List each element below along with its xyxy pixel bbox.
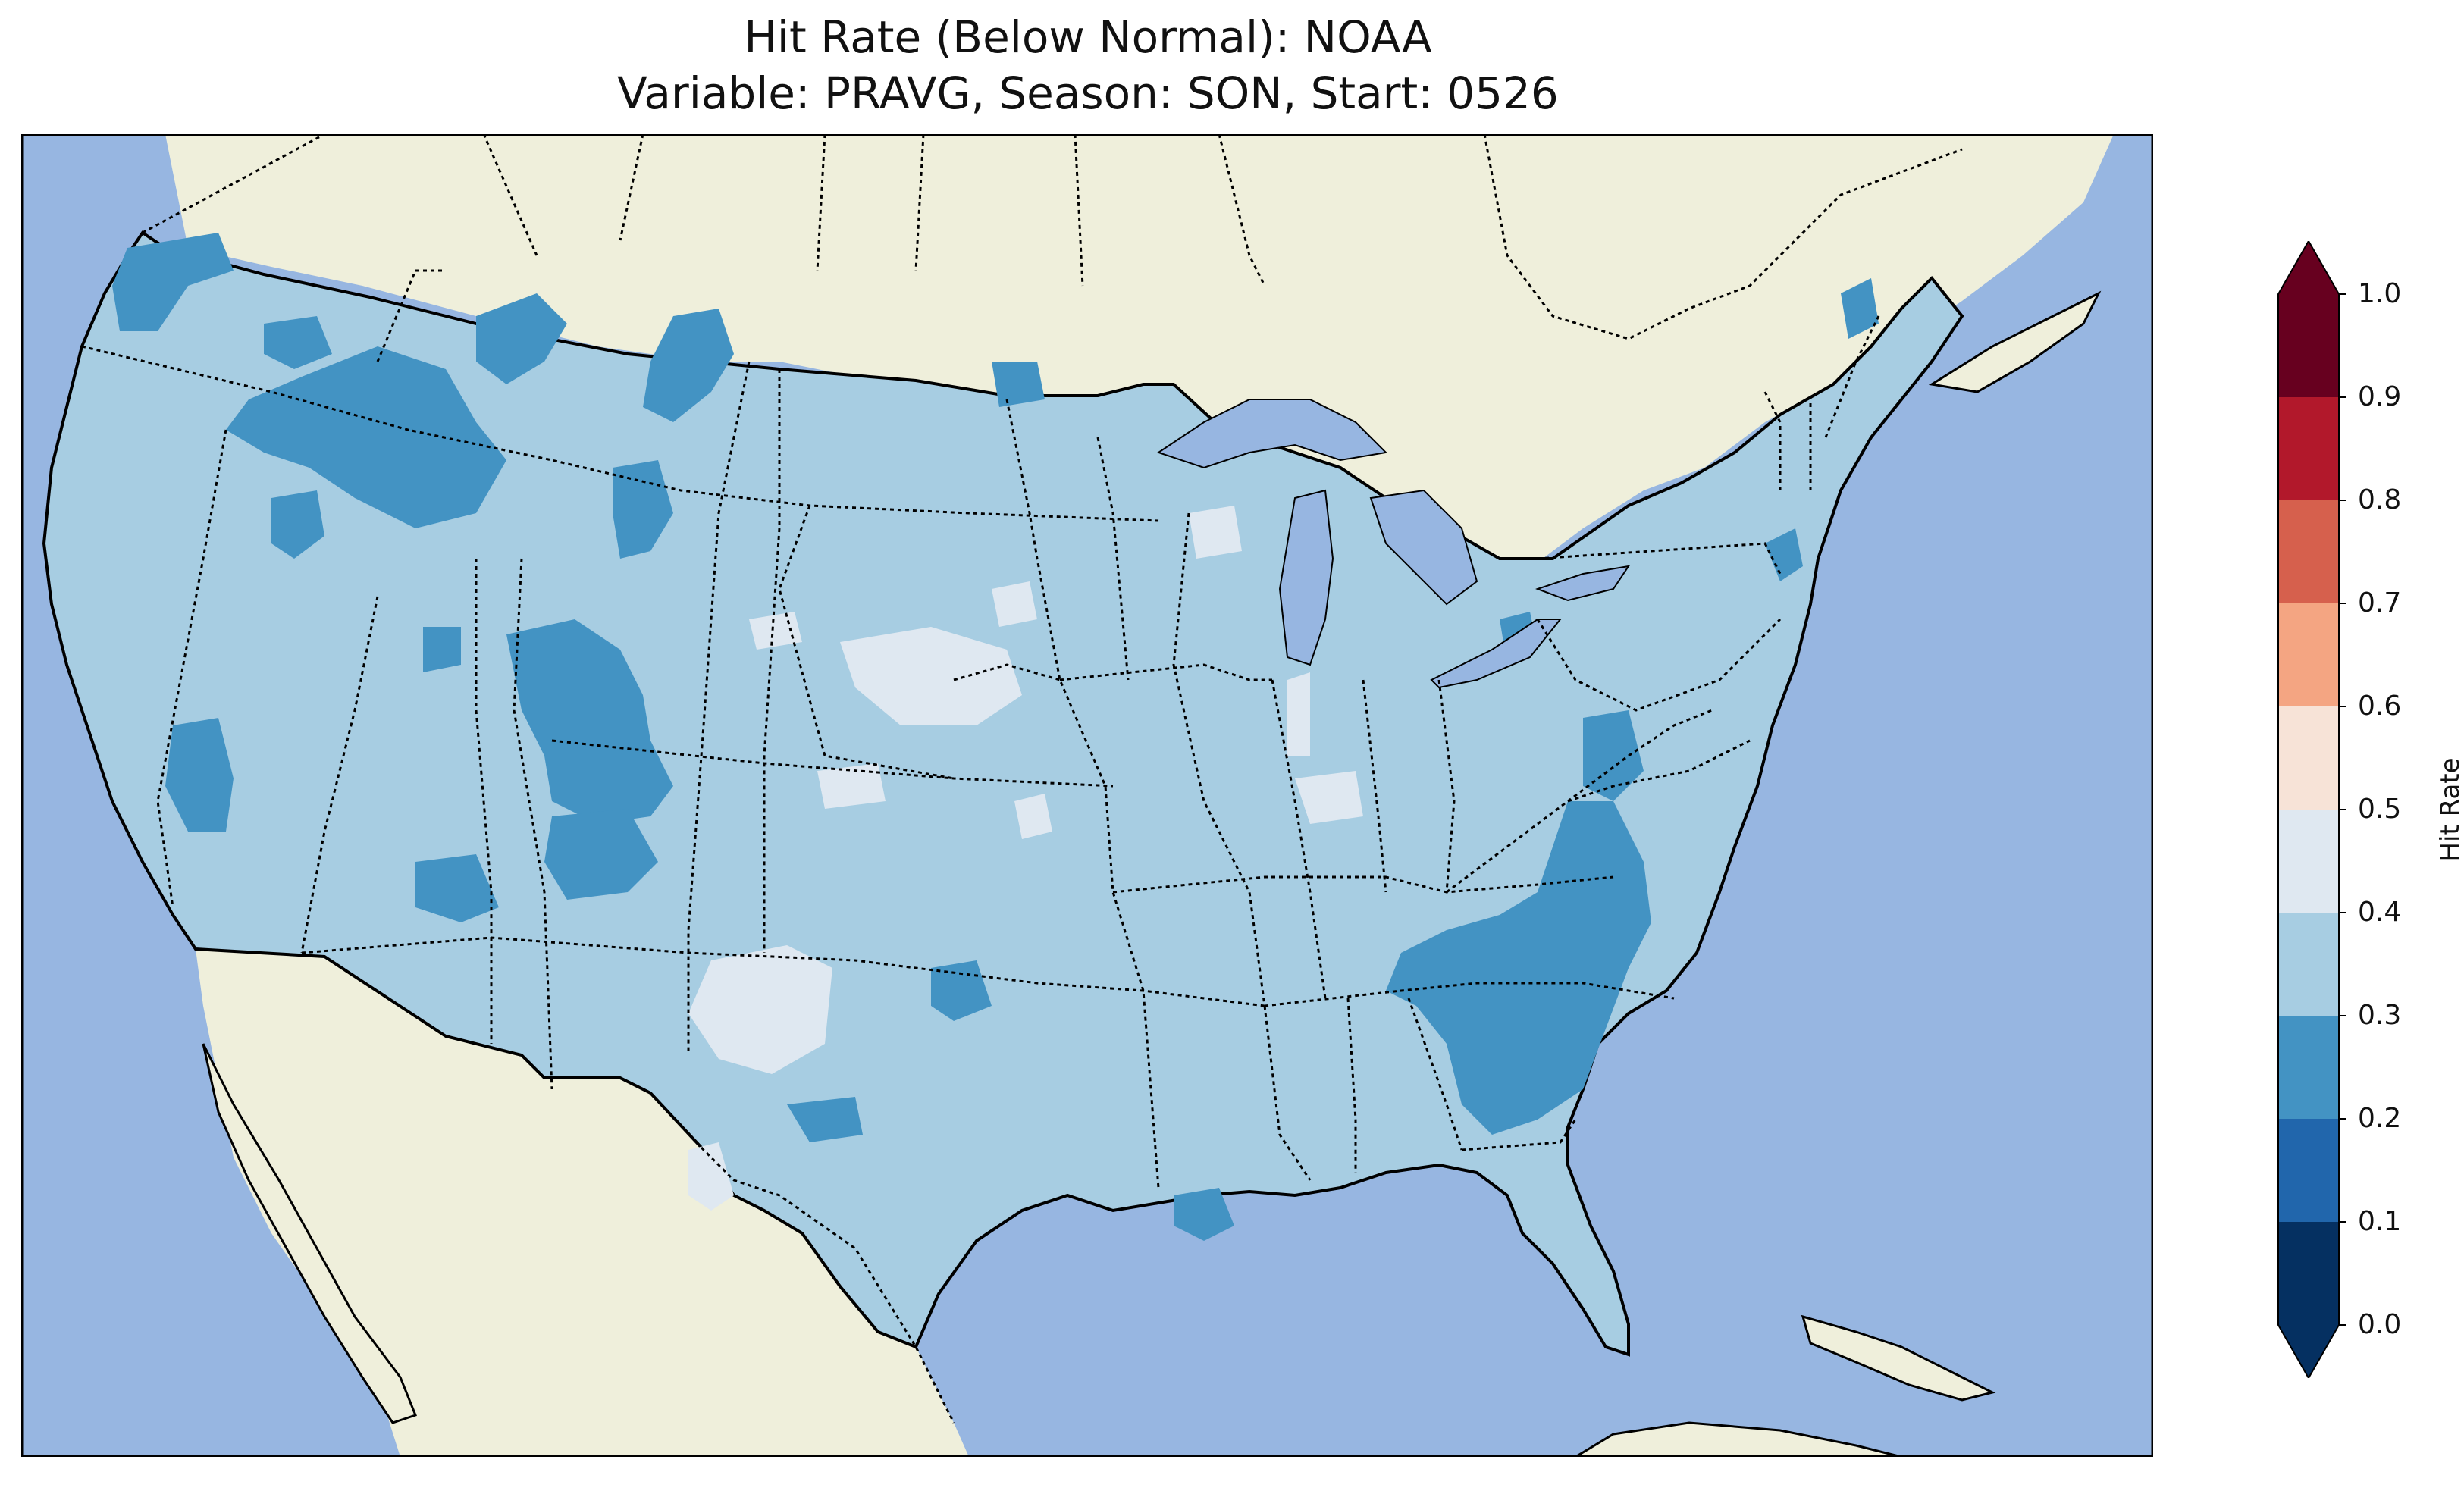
patch-idaho-north	[476, 293, 567, 384]
lake-erie	[1430, 619, 1563, 689]
lake-ontario	[1535, 565, 1631, 602]
mexico-land	[196, 949, 969, 1457]
colorbar-tick-label: 0.0	[2358, 1309, 2402, 1340]
patch-arizona	[415, 854, 499, 922]
colorbar-tick-label: 1.0	[2358, 278, 2402, 309]
patch-nebraska-north	[992, 581, 1037, 627]
colorbar-tick-label: 0.5	[2358, 794, 2402, 825]
nova-scotia	[1928, 290, 2102, 393]
patch-indiana	[1295, 771, 1363, 824]
colorbar-extend-max	[2278, 241, 2339, 294]
patch-west-texas	[688, 945, 832, 1074]
colorbar-tick-label: 0.7	[2358, 587, 2402, 619]
lake-michigan	[1278, 489, 1334, 666]
patch-nevada	[271, 490, 324, 559]
colorbar-bin	[2278, 603, 2339, 706]
colorbar-tick-label: 0.1	[2358, 1206, 2402, 1237]
colorbar-label: Hit Rate	[2435, 757, 2464, 862]
patch-utah-colorado	[506, 619, 673, 824]
lake-superior	[1156, 399, 1388, 469]
colorbar-tick-label: 0.4	[2358, 897, 2402, 928]
colorbar	[2277, 241, 2346, 1378]
lake-huron	[1369, 489, 1478, 606]
patch-washington	[112, 233, 234, 331]
baja-california	[202, 1043, 417, 1424]
colorbar-bin	[2278, 294, 2339, 397]
colorbar-tick-label: 0.2	[2358, 1103, 2402, 1134]
colorbar-bin	[2278, 913, 2339, 1016]
map-title: Hit Rate (Below Normal): NOAA	[744, 11, 1432, 63]
patch-colorado-east	[817, 763, 886, 809]
patch-illinois	[1287, 672, 1310, 756]
patch-big-bend	[688, 1142, 734, 1211]
colorbar-bin	[2278, 810, 2339, 913]
colorbar-bin	[2278, 397, 2339, 500]
southern-landmass	[1573, 1421, 1902, 1457]
patch-north-dakota	[992, 362, 1045, 407]
patch-kansas-east	[1014, 794, 1052, 839]
patch-texas-south	[787, 1097, 863, 1142]
colorbar-tick-label: 0.3	[2358, 1000, 2402, 1031]
patch-new-mexico	[544, 809, 658, 900]
colorbar-tick-label: 0.6	[2358, 691, 2402, 722]
colorbar-bin	[2278, 706, 2339, 810]
state-borders	[81, 269, 1880, 1189]
colorbar-bin	[2278, 1119, 2339, 1222]
map-subtitle: Variable: PRAVG, Season: SON, Start: 052…	[617, 67, 1559, 119]
patch-new-jersey	[1765, 528, 1803, 581]
patch-montana	[643, 309, 734, 422]
high-rate-patches	[688, 506, 1447, 1211]
colorbar-bin	[2278, 1222, 2339, 1325]
country-borders	[142, 134, 1963, 1424]
patch-utah-south	[423, 627, 461, 672]
patch-idaho-montana	[226, 346, 506, 528]
patch-oregon	[264, 316, 332, 369]
colorbar-tick-label: 0.9	[2358, 381, 2402, 412]
colorbar-tick-label: 0.8	[2358, 484, 2402, 515]
cuba	[1801, 1314, 1996, 1402]
patch-carolinas-georgia	[1386, 801, 1651, 1135]
colorbar-extend-min	[2278, 1325, 2339, 1378]
colorbar-bin	[2278, 1016, 2339, 1119]
colorbar-bin	[2278, 500, 2339, 603]
great-lakes	[1156, 399, 1631, 689]
patch-nebraska-kansas	[840, 627, 1022, 725]
map-frame	[21, 134, 2153, 1457]
patch-maine	[1841, 278, 1879, 339]
patch-louisiana	[1174, 1188, 1234, 1241]
map-panel	[21, 134, 2153, 1457]
patch-california	[165, 718, 234, 832]
patch-wisconsin	[1189, 506, 1242, 559]
